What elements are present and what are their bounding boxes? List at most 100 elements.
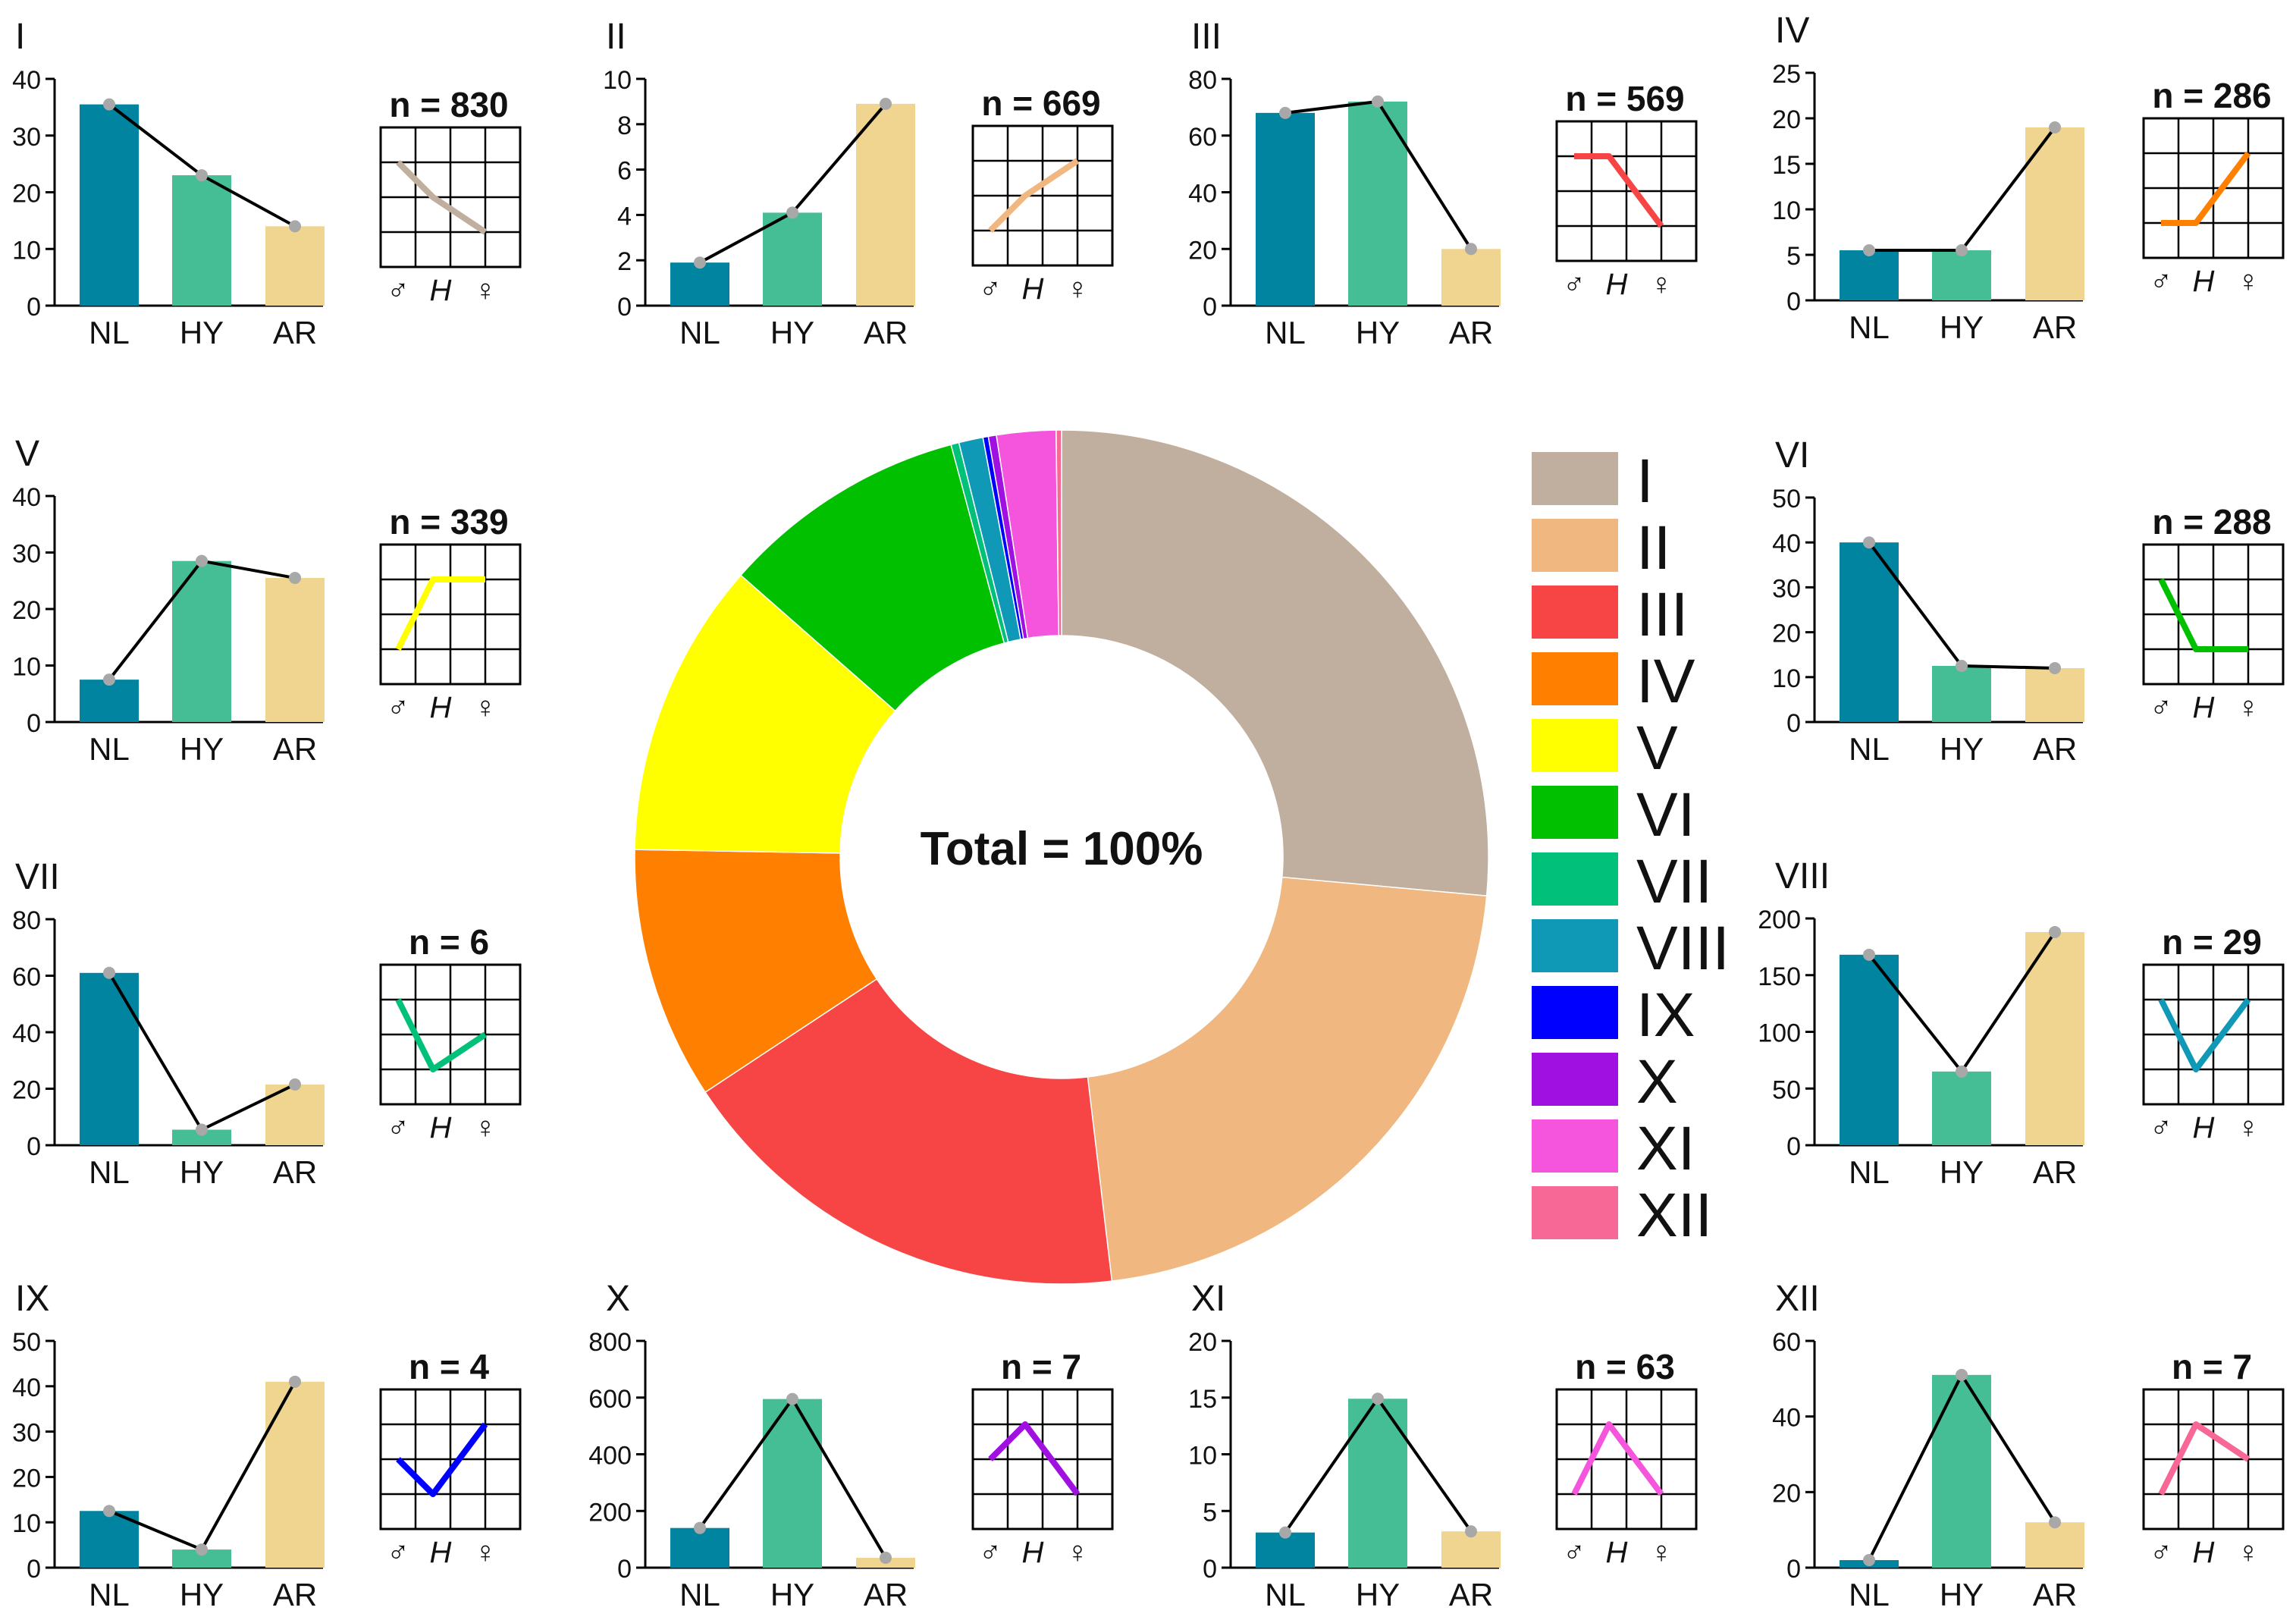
- legend-label-III: III: [1636, 580, 1688, 649]
- bar-AR: [2025, 127, 2084, 300]
- pattern-line: [1574, 153, 1664, 228]
- trend-point: [786, 206, 798, 219]
- pattern-axis-label: ♀: [474, 691, 497, 724]
- bar-AR: [2025, 1522, 2084, 1568]
- y-tick-label: 10: [1188, 1442, 1217, 1471]
- pattern-axis-label: H: [1606, 1536, 1628, 1569]
- y-tick-label: 40: [12, 66, 41, 95]
- pattern-axis-label: H: [430, 691, 452, 724]
- trend-point: [196, 1543, 208, 1556]
- y-tick-label: 0: [1786, 287, 1801, 316]
- x-tick-label: NL: [89, 1577, 130, 1612]
- y-tick-label: 20: [12, 180, 41, 209]
- y-tick-label: 20: [1772, 620, 1801, 648]
- x-tick-label: NL: [1849, 1577, 1890, 1612]
- y-tick-label: 30: [12, 123, 41, 152]
- y-tick-label: 20: [1772, 1479, 1801, 1508]
- bar-NL: [80, 972, 139, 1145]
- pattern-box: [1555, 1388, 1698, 1531]
- trend-point: [289, 1375, 301, 1388]
- legend-label-IV: IV: [1636, 647, 1695, 716]
- panel-X: X 0 200 400 600 800 NL HY AR n = 7 ♂ H ♀: [588, 1279, 1114, 1612]
- bar-HY: [1932, 250, 1991, 300]
- y-tick-label: 6: [617, 157, 632, 186]
- y-tick-label: 10: [12, 1509, 41, 1538]
- pattern-line: [2161, 151, 2251, 226]
- trend-point: [694, 256, 706, 269]
- pattern-box: [2142, 963, 2285, 1106]
- trend-point: [1372, 1392, 1384, 1405]
- trend-point: [103, 1505, 115, 1518]
- panel-title: VIII: [1775, 856, 1830, 896]
- trend-point: [196, 1123, 208, 1136]
- y-tick-label: 200: [1758, 906, 1801, 934]
- y-tick-label: 10: [1772, 664, 1801, 693]
- y-tick-label: 20: [1772, 105, 1801, 134]
- n-label: n = 7: [1001, 1347, 1081, 1386]
- pattern-axis-label: ♀: [1650, 268, 1673, 301]
- panel-III: III 0 20 40 60 80 NL HY AR n = 569 ♂ H ♀: [1188, 17, 1698, 350]
- pattern-box: [1555, 120, 1698, 262]
- pattern-box: [379, 963, 522, 1106]
- trend-point: [2049, 661, 2061, 674]
- n-label: n = 7: [2172, 1347, 2252, 1386]
- panel-V: V 0 10 20 30 40 NL HY AR n = 339 ♂ H ♀: [12, 434, 522, 767]
- x-tick-label: HY: [1940, 731, 1984, 767]
- pattern-line: [395, 576, 485, 651]
- pattern-axis-label: ♂: [387, 1536, 409, 1569]
- y-tick-label: 80: [12, 906, 41, 935]
- y-tick-label: 40: [1772, 529, 1801, 558]
- y-tick-label: 10: [1772, 196, 1801, 225]
- pattern-axis-label: ♀: [474, 1111, 497, 1144]
- trend-point: [1465, 1525, 1477, 1538]
- bar-AR: [1441, 249, 1501, 306]
- bar-NL: [1840, 954, 1899, 1145]
- x-tick-label: AR: [2033, 309, 2077, 345]
- x-tick-label: AR: [1449, 1577, 1493, 1612]
- y-tick-label: 0: [27, 1132, 41, 1161]
- pattern-axis-label: H: [2193, 1111, 2215, 1144]
- y-tick-label: 40: [12, 1374, 41, 1402]
- legend-swatch-IX: [1532, 986, 1618, 1039]
- pattern-axis-label: H: [430, 1111, 452, 1144]
- bar-AR: [2025, 931, 2084, 1145]
- pattern-axis-label: ♂: [387, 1111, 409, 1144]
- trend-point: [1863, 536, 1875, 549]
- pattern-line: [988, 1421, 1081, 1496]
- y-tick-label: 30: [1772, 574, 1801, 603]
- panel-IV: IV 0 5 10 15 20 25 NL HY AR n = 286 ♂ H ♀: [1772, 11, 2285, 345]
- trend-point: [2049, 925, 2061, 938]
- pattern-axis-label: ♂: [2150, 1111, 2172, 1144]
- legend-label-II: II: [1636, 513, 1671, 582]
- trend-point: [289, 1078, 301, 1091]
- legend-swatch-XII: [1532, 1186, 1618, 1239]
- y-tick-label: 0: [617, 293, 632, 322]
- bar-HY: [172, 1549, 231, 1568]
- bar-HY: [172, 1129, 231, 1145]
- y-tick-label: 0: [27, 709, 41, 738]
- x-tick-label: HY: [180, 1154, 224, 1190]
- y-tick-label: 400: [588, 1442, 632, 1471]
- bar-HY: [172, 175, 231, 306]
- n-label: n = 830: [389, 85, 508, 124]
- x-tick-label: NL: [89, 1154, 130, 1190]
- legend-swatch-III: [1532, 586, 1618, 639]
- trend-point: [1863, 948, 1875, 961]
- y-tick-label: 20: [12, 1464, 41, 1493]
- panel-title: XI: [1191, 1279, 1225, 1319]
- y-tick-label: 800: [588, 1328, 632, 1357]
- legend-swatch-X: [1532, 1053, 1618, 1106]
- bar-AR: [265, 1381, 325, 1568]
- trend-point: [103, 673, 115, 686]
- panel-VIII: VIII 0 50 100 150 200 NL HY AR n = 29 ♂ H ♀: [1758, 856, 2285, 1190]
- y-tick-label: 150: [1758, 962, 1801, 991]
- pattern-axis-label: ♂: [2150, 1536, 2172, 1569]
- pattern-line: [2158, 997, 2251, 1072]
- y-tick-label: 5: [1203, 1498, 1217, 1527]
- x-tick-label: HY: [1940, 309, 1984, 345]
- pattern-axis-label: ♀: [1066, 272, 1089, 306]
- panel-title: V: [15, 434, 39, 474]
- pattern-axis-label: ♂: [1563, 1536, 1586, 1569]
- panel-title: XII: [1775, 1279, 1820, 1319]
